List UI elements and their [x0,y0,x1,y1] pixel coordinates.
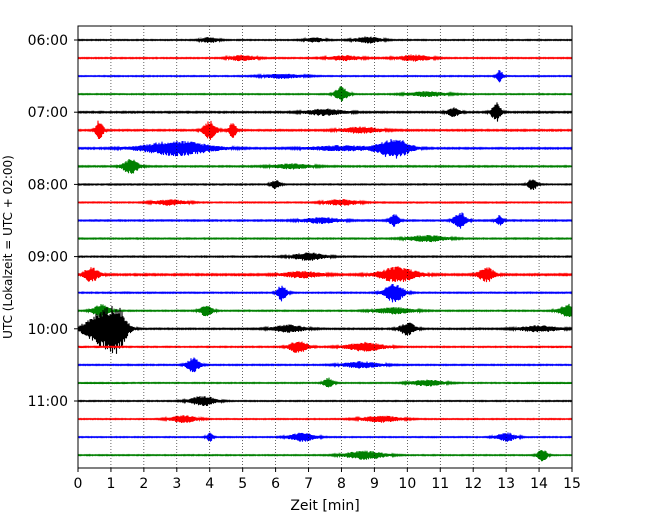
y-axis-label: UTC (Lokalzeit = UTC + 02:00) [1,155,15,339]
trace-1145 [77,450,573,462]
y-tick-label: 07:00 [28,105,68,121]
x-tick-label: 8 [337,476,346,492]
trace-0900 [77,252,573,261]
trace-0945 [77,303,573,318]
trace-1045 [77,377,573,388]
x-tick-label: 5 [238,476,247,492]
trace-1015 [77,341,573,353]
plot-frame [77,25,573,469]
x-tick-label: 4 [205,476,214,492]
trace-1115 [77,415,573,424]
trace-0730 [77,138,573,159]
trace-0915 [77,266,573,283]
trace-0830 [77,212,573,229]
x-tick-label: 2 [139,476,148,492]
x-tick-label: 9 [370,476,379,492]
trace-1030 [77,357,573,373]
trace-1100 [77,396,573,406]
x-tick-label: 0 [74,476,83,492]
y-tick-label: 11:00 [28,394,68,410]
y-axis-ticks: 06:00 07:00 08:00 09:00 10:00 11:00 [28,33,78,410]
x-axis-ticks: 0 1 2 3 4 5 6 7 8 9 10 11 12 13 14 15 [74,468,581,492]
trace-0615 [77,54,573,62]
trace-0630 [77,70,573,83]
trace-0715 [77,120,573,140]
x-tick-label: 12 [464,476,482,492]
y-tick-label: 06:00 [28,33,68,49]
x-tick-label: 10 [398,476,416,492]
trace-0845 [77,234,573,243]
x-tick-label: 3 [172,476,181,492]
trace-0930 [77,284,573,303]
x-axis-label: Zeit [min] [290,498,359,514]
trace-0800 [77,179,573,191]
trace-0645 [77,86,573,102]
y-tick-label: 08:00 [28,177,68,193]
y-tick-label: 09:00 [28,250,68,266]
x-tick-label: 15 [563,476,581,492]
x-tick-label: 13 [497,476,515,492]
trace-0600 [77,36,573,44]
trace-1000 [77,305,573,354]
x-tick-label: 6 [271,476,280,492]
trace-1130 [77,432,573,442]
x-tick-label: 1 [106,476,115,492]
x-tick-label: 11 [431,476,449,492]
trace-0745 [77,159,573,174]
trace-0700 [77,102,573,122]
y-tick-label: 10:00 [28,322,68,338]
trace-0815 [77,198,573,206]
x-tick-label: 14 [530,476,548,492]
x-tick-label: 7 [304,476,313,492]
seismic-traces [77,36,573,462]
